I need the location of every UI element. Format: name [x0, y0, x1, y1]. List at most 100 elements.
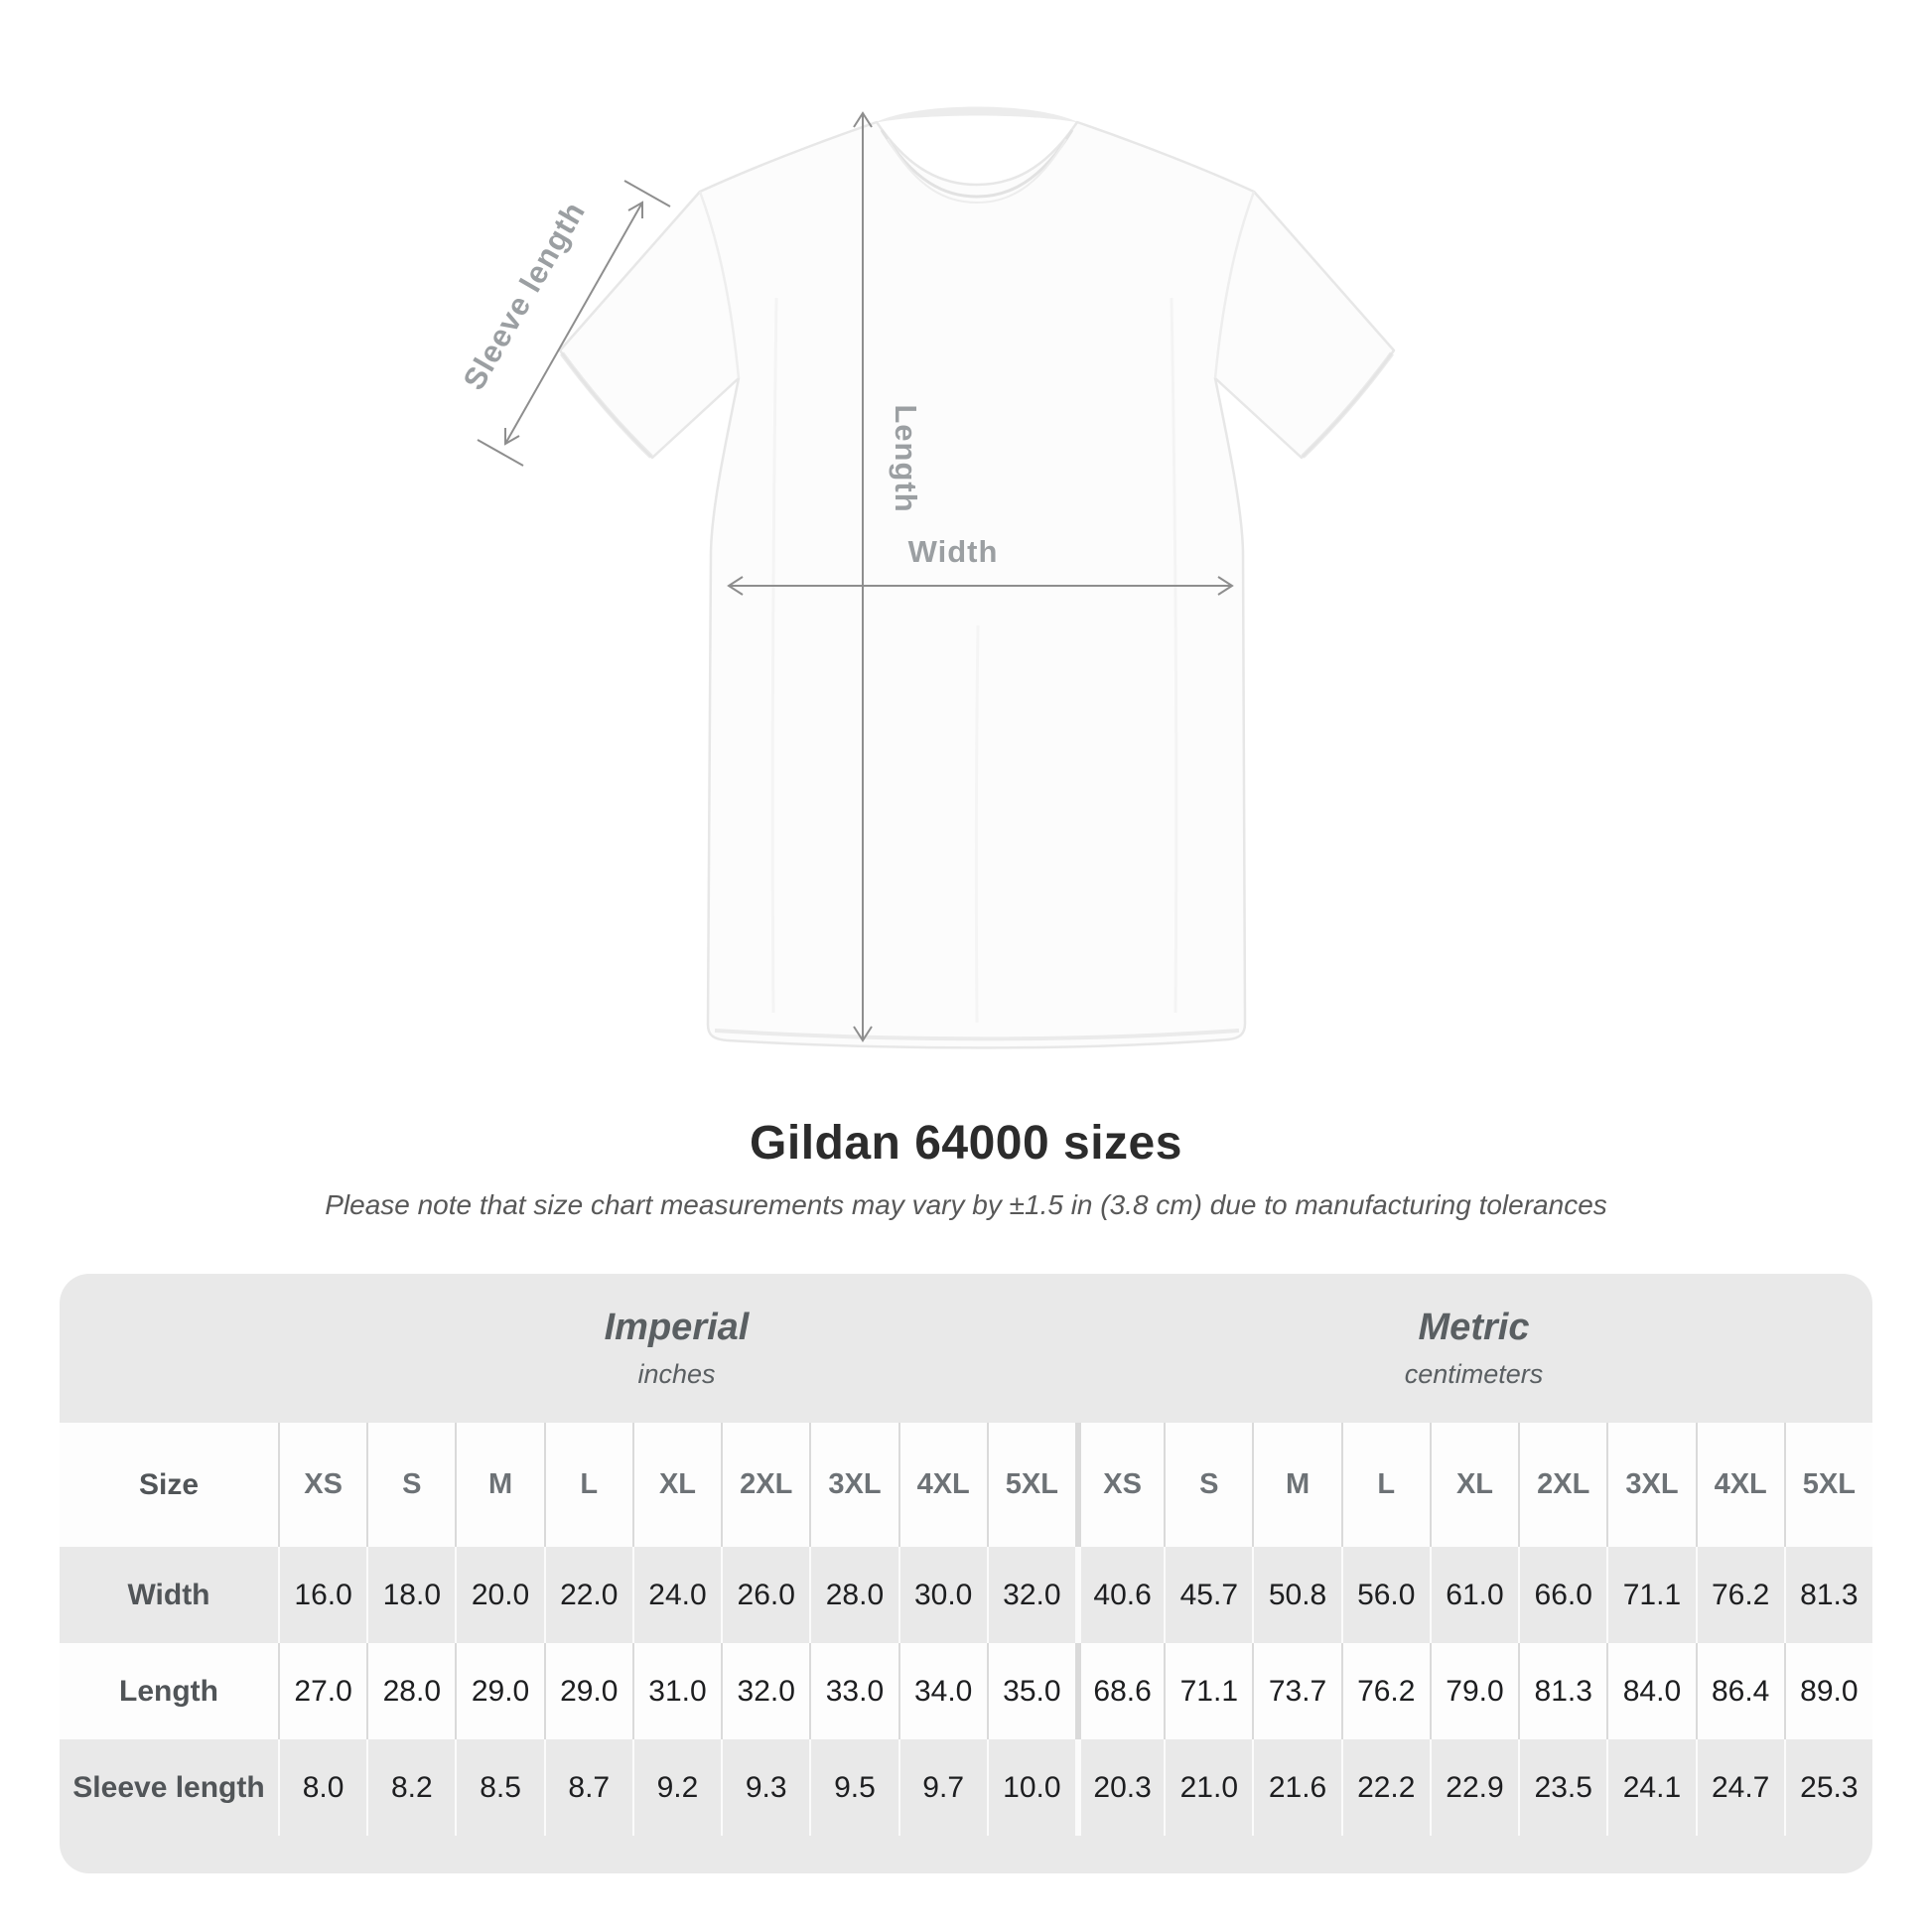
- length-metric-xs: 68.6: [1074, 1643, 1164, 1739]
- length-metric-4xl: 86.4: [1695, 1643, 1784, 1739]
- unit-header-row: Imperial inches Metric centimeters: [60, 1274, 1872, 1423]
- size-header-metric-5xl: 5XL: [1783, 1423, 1872, 1547]
- size-header-imperial-m: M: [455, 1423, 543, 1547]
- width-metric-s: 45.7: [1164, 1547, 1252, 1643]
- width-imperial-4xl: 30.0: [897, 1547, 987, 1643]
- size-header-imperial-s: S: [366, 1423, 455, 1547]
- sleeve-end-tick-top: [623, 180, 671, 207]
- length-metric-xl: 79.0: [1429, 1643, 1518, 1739]
- size-header-row: Size XS S M L XL 2XL 3XL 4XL 5XL XS S M L XL 2XL 3XL 4XL 5…: [60, 1423, 1872, 1547]
- row-label-length: Length: [119, 1674, 218, 1708]
- arrowhead-down-left: [504, 428, 520, 446]
- size-header-metric-4xl: 4XL: [1695, 1423, 1784, 1547]
- tshirt-graphic: [558, 106, 1396, 1049]
- sleeve-end-tick-bottom: [477, 439, 524, 467]
- size-header-imperial-l: L: [543, 1423, 632, 1547]
- length-imperial-xs: 27.0: [278, 1643, 366, 1739]
- sleeve-length-metric-3xl: 24.1: [1606, 1739, 1695, 1836]
- length-imperial-5xl: 35.0: [986, 1643, 1075, 1739]
- width-metric-m: 50.8: [1252, 1547, 1340, 1643]
- size-header-imperial-5xl: 5XL: [986, 1423, 1075, 1547]
- sleeve-measure-line: [504, 202, 643, 445]
- width-metric-5xl: 81.3: [1783, 1547, 1872, 1643]
- length-label: Length: [889, 404, 923, 512]
- length-metric-l: 76.2: [1340, 1643, 1430, 1739]
- size-header-metric-xs: XS: [1074, 1423, 1164, 1547]
- arrowhead-left: [727, 576, 744, 596]
- width-metric-l: 56.0: [1340, 1547, 1430, 1643]
- size-header-metric-2xl: 2XL: [1518, 1423, 1606, 1547]
- width-imperial-5xl: 32.0: [986, 1547, 1075, 1643]
- size-header-metric-m: M: [1252, 1423, 1340, 1547]
- size-header-imperial-xl: XL: [631, 1423, 721, 1547]
- unit-name-imperial: Imperial: [604, 1307, 750, 1348]
- width-metric-4xl: 76.2: [1695, 1547, 1784, 1643]
- sleeve-length-imperial-5xl: 10.0: [986, 1739, 1075, 1836]
- sleeve-length-imperial-s: 8.2: [366, 1739, 455, 1836]
- unit-sub-imperial: inches: [637, 1359, 716, 1389]
- arrowhead-down: [853, 1026, 873, 1042]
- table-row-length: Length 27.0 28.0 29.0 29.0 31.0 32.0 33.0 34.0 35…: [60, 1643, 1872, 1739]
- length-imperial-3xl: 33.0: [809, 1643, 897, 1739]
- width-metric-xs: 40.6: [1074, 1547, 1164, 1643]
- arrowhead-up-right: [627, 201, 643, 218]
- width-label: Width: [908, 534, 999, 569]
- length-metric-5xl: 89.0: [1783, 1643, 1872, 1739]
- length-imperial-4xl: 34.0: [897, 1643, 987, 1739]
- unit-group-imperial: Imperial inches: [278, 1274, 1075, 1423]
- size-column-label: Size: [138, 1467, 200, 1501]
- width-imperial-m: 20.0: [455, 1547, 543, 1643]
- sleeve-length-imperial-4xl: 9.7: [897, 1739, 987, 1836]
- sleeve-length-metric-s: 21.0: [1164, 1739, 1252, 1836]
- sleeve-length-metric-xs: 20.3: [1074, 1739, 1164, 1836]
- sleeve-length-metric-l: 22.2: [1340, 1739, 1430, 1836]
- sleeve-length-imperial-l: 8.7: [543, 1739, 632, 1836]
- unit-sub-metric: centimeters: [1404, 1359, 1544, 1389]
- length-imperial-l: 29.0: [543, 1643, 632, 1739]
- row-label-sleeve-length: Sleeve length: [72, 1770, 265, 1804]
- size-chart-table: Imperial inches Metric centimeters Size X…: [60, 1274, 1872, 1873]
- width-imperial-l: 22.0: [543, 1547, 632, 1643]
- width-imperial-s: 18.0: [366, 1547, 455, 1643]
- tolerance-note: Please note that size chart measurements…: [325, 1189, 1607, 1220]
- table-row-width: Width 16.0 18.0 20.0 22.0 24.0 26.0 28.0 30.0 32.…: [60, 1547, 1872, 1643]
- width-imperial-3xl: 28.0: [809, 1547, 897, 1643]
- width-imperial-xl: 24.0: [631, 1547, 721, 1643]
- sleeve-length-imperial-xl: 9.2: [631, 1739, 721, 1836]
- width-imperial-xs: 16.0: [278, 1547, 366, 1643]
- sleeve-length-imperial-2xl: 9.3: [721, 1739, 809, 1836]
- arrowhead-right: [1217, 576, 1234, 596]
- length-metric-3xl: 84.0: [1606, 1643, 1695, 1739]
- size-header-metric-s: S: [1164, 1423, 1252, 1547]
- sleeve-length-imperial-m: 8.5: [455, 1739, 543, 1836]
- size-header-imperial-2xl: 2XL: [721, 1423, 809, 1547]
- tshirt-diagram: Width Length Sleeve length: [457, 106, 1396, 1049]
- size-header-metric-l: L: [1340, 1423, 1430, 1547]
- sleeve-length-metric-5xl: 25.3: [1783, 1739, 1872, 1836]
- unit-group-metric: Metric centimeters: [1075, 1274, 1872, 1423]
- length-imperial-xl: 31.0: [631, 1643, 721, 1739]
- sleeve-length-metric-xl: 22.9: [1429, 1739, 1518, 1836]
- length-metric-m: 73.7: [1252, 1643, 1340, 1739]
- row-label-width: Width: [127, 1578, 210, 1611]
- length-imperial-s: 28.0: [366, 1643, 455, 1739]
- size-header-imperial-xs: XS: [278, 1423, 366, 1547]
- width-metric-2xl: 66.0: [1518, 1547, 1606, 1643]
- width-imperial-2xl: 26.0: [721, 1547, 809, 1643]
- table-body: Size XS S M L XL 2XL 3XL 4XL 5XL XS S M L XL 2XL 3XL 4XL 5…: [60, 1423, 1872, 1836]
- unit-name-metric: Metric: [1418, 1307, 1530, 1348]
- sleeve-length-metric-4xl: 24.7: [1695, 1739, 1784, 1836]
- sleeve-length-metric-2xl: 23.5: [1518, 1739, 1606, 1836]
- size-header-imperial-4xl: 4XL: [897, 1423, 987, 1547]
- sleeve-length-imperial-xs: 8.0: [278, 1739, 366, 1836]
- sleeve-length-metric-m: 21.6: [1252, 1739, 1340, 1836]
- size-header-metric-3xl: 3XL: [1606, 1423, 1695, 1547]
- table-row-sleeve-length: Sleeve length 8.0 8.2 8.5 8.7 9.2 9.3 9.5 9.7 10.…: [60, 1739, 1872, 1836]
- length-metric-s: 71.1: [1164, 1643, 1252, 1739]
- size-header-metric-xl: XL: [1429, 1423, 1518, 1547]
- length-metric-2xl: 81.3: [1518, 1643, 1606, 1739]
- size-header-imperial-3xl: 3XL: [809, 1423, 897, 1547]
- sleeve-length-imperial-3xl: 9.5: [809, 1739, 897, 1836]
- length-imperial-m: 29.0: [455, 1643, 543, 1739]
